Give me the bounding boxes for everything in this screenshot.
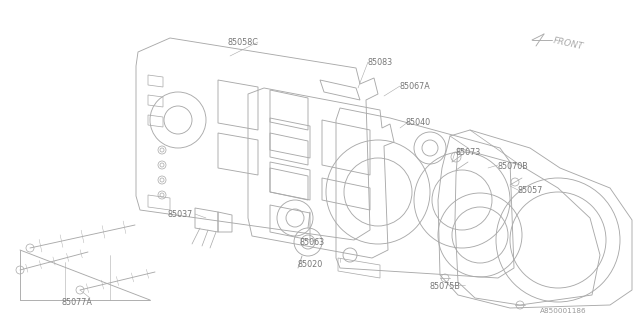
Text: 85077A: 85077A [62, 298, 93, 307]
Text: 85057: 85057 [518, 186, 543, 195]
Text: 85067A: 85067A [400, 82, 431, 91]
Text: 85037: 85037 [168, 210, 193, 219]
Text: 85058C: 85058C [228, 38, 259, 47]
Text: 85063: 85063 [300, 238, 325, 247]
Text: 85075B: 85075B [430, 282, 461, 291]
Text: 85040: 85040 [405, 118, 430, 127]
Text: A850001186: A850001186 [540, 308, 587, 314]
Text: 85070B: 85070B [498, 162, 529, 171]
Text: 85073: 85073 [455, 148, 480, 157]
Text: 85083: 85083 [368, 58, 393, 67]
Text: FRONT: FRONT [552, 36, 584, 51]
Text: 85020: 85020 [298, 260, 323, 269]
